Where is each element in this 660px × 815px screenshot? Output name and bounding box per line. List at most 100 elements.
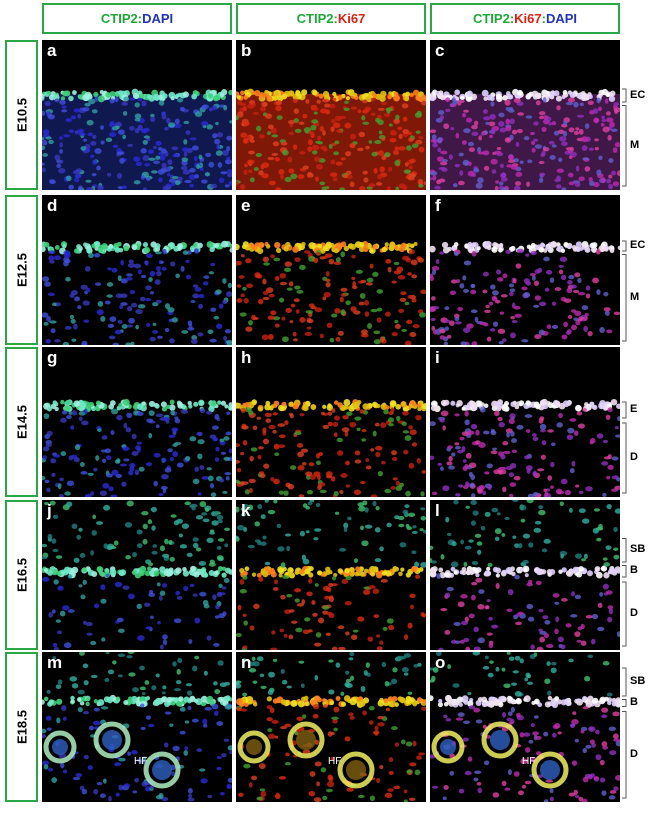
cell <box>75 772 83 778</box>
cell <box>440 399 447 406</box>
cell <box>340 691 345 696</box>
cell <box>614 426 619 430</box>
cell <box>498 181 504 186</box>
cell <box>398 308 405 314</box>
cell <box>173 618 182 624</box>
cell <box>592 277 599 284</box>
cell <box>313 257 319 264</box>
cell <box>239 184 246 190</box>
cell <box>274 91 280 97</box>
cell <box>226 135 232 141</box>
cell <box>179 544 188 549</box>
cell <box>366 277 374 283</box>
cell <box>566 244 572 250</box>
cell <box>477 787 483 794</box>
hair-follicle-core <box>102 730 122 750</box>
cell <box>539 115 544 120</box>
cell <box>314 695 321 702</box>
cell <box>148 277 153 282</box>
cell <box>94 282 102 286</box>
cell <box>274 323 280 328</box>
cell <box>457 99 462 106</box>
cell <box>506 431 510 438</box>
cell <box>108 122 115 128</box>
cell <box>198 303 204 309</box>
cell <box>322 130 326 136</box>
cell <box>85 179 92 183</box>
cell <box>222 300 228 305</box>
cell <box>585 293 591 299</box>
hair-follicle-core <box>346 760 366 780</box>
cell <box>528 542 534 548</box>
cell <box>151 525 156 531</box>
cell <box>582 776 589 783</box>
cell <box>221 572 227 578</box>
cell <box>122 585 130 590</box>
cell <box>240 90 245 96</box>
micrograph <box>236 399 426 497</box>
bracket <box>622 538 627 563</box>
cell <box>145 626 153 630</box>
cell <box>199 591 207 597</box>
cell <box>128 259 134 264</box>
cell <box>394 146 399 151</box>
cell <box>362 170 368 175</box>
cell <box>92 159 98 165</box>
cell <box>109 98 115 104</box>
cell <box>203 275 210 279</box>
cell <box>554 287 562 291</box>
cell <box>487 672 494 678</box>
cell <box>581 136 589 143</box>
cell <box>77 706 83 713</box>
cell <box>187 327 195 331</box>
cell <box>476 246 481 251</box>
cell <box>513 475 521 481</box>
cell <box>151 685 157 691</box>
cell <box>268 180 276 186</box>
cell <box>176 462 184 468</box>
cell <box>573 430 579 436</box>
cell <box>335 257 341 263</box>
cell <box>155 673 160 678</box>
cell <box>474 568 479 574</box>
cell <box>600 122 605 127</box>
cell <box>155 697 162 705</box>
cell <box>119 157 125 164</box>
cell <box>257 504 263 510</box>
cell <box>475 429 480 436</box>
cell <box>346 787 354 792</box>
cell <box>150 506 157 513</box>
cell <box>97 95 105 103</box>
cell <box>54 339 61 343</box>
cell <box>534 334 542 339</box>
cell <box>214 615 220 619</box>
cell <box>407 512 416 517</box>
cell <box>355 269 363 274</box>
cell <box>160 401 167 408</box>
cell <box>81 340 88 345</box>
cell <box>474 533 482 538</box>
cell <box>395 480 400 486</box>
cell <box>43 241 50 248</box>
cell <box>612 181 620 187</box>
cell <box>172 451 179 458</box>
cell <box>52 514 59 519</box>
cell <box>395 485 403 491</box>
cell <box>582 157 590 161</box>
cell <box>67 609 75 613</box>
header-part: : <box>541 11 546 26</box>
cell <box>422 613 426 618</box>
cell <box>377 715 385 720</box>
cell <box>386 522 392 528</box>
cell <box>197 431 203 437</box>
cell <box>430 96 435 102</box>
cell <box>262 571 269 578</box>
cell <box>176 595 183 600</box>
cell <box>500 177 508 182</box>
cell <box>556 168 565 173</box>
cell <box>42 475 46 481</box>
cell <box>606 117 614 123</box>
cell <box>545 245 550 251</box>
cell <box>506 608 513 612</box>
cell <box>600 565 608 572</box>
